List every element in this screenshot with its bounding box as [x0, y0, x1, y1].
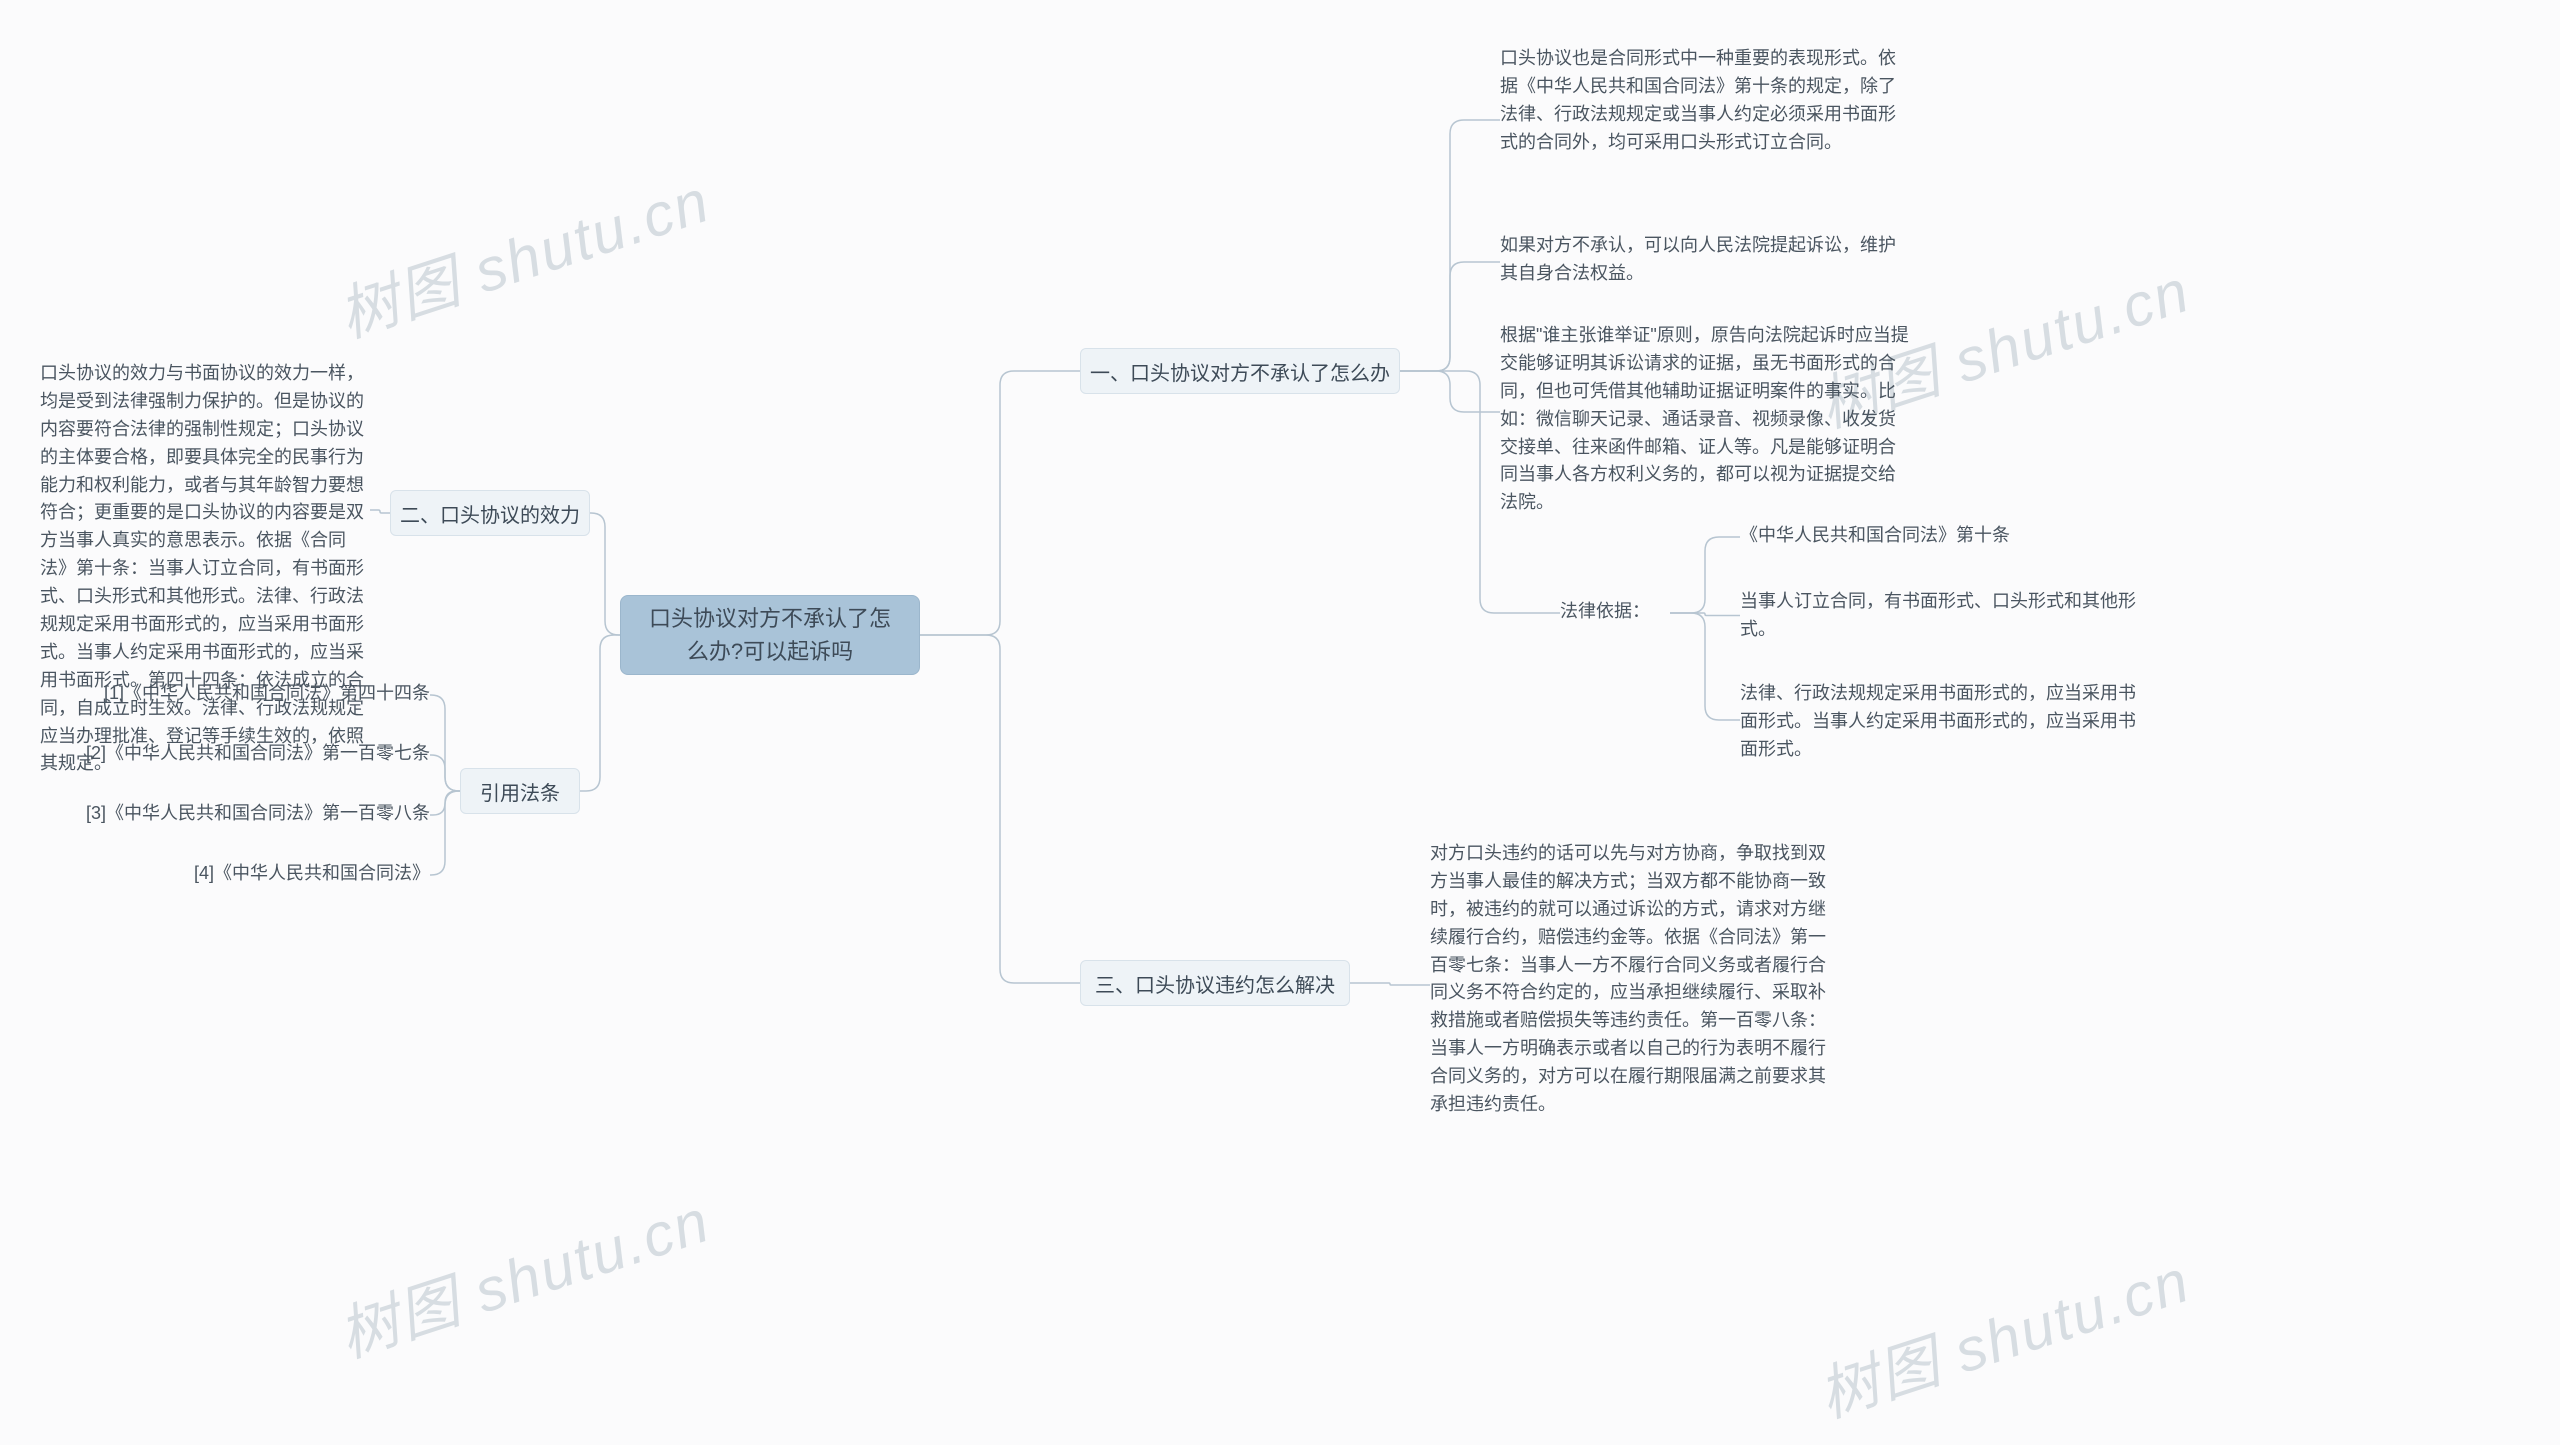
leaf-text: [4]《中华人民共和国合同法》 [194, 860, 430, 888]
branch-label: 二、口头协议的效力 [400, 499, 580, 528]
leaf-text: 法律、行政法规规定采用书面形式的，应当采用书面形式。当事人约定采用书面形式的，应… [1740, 680, 2150, 764]
connector-layer [0, 0, 2560, 1445]
leaf-node[interactable]: 口头协议也是合同形式中一种重要的表现形式。依据《中华人民共和国合同法》第十条的规… [1500, 45, 1910, 195]
branch-1[interactable]: 一、口头协议对方不承认了怎么办 [1080, 348, 1400, 394]
leaf-node[interactable]: [2]《中华人民共和国合同法》第一百零七条 [60, 740, 430, 770]
leaf-node[interactable]: [1]《中华人民共和国合同法》第四十四条 [60, 680, 430, 710]
leaf-node[interactable]: 根据"谁主张谁举证"原则，原告向法院起诉时应当提交能够证明其诉讼请求的证据，虽无… [1500, 322, 1910, 502]
leaf-text: 根据"谁主张谁举证"原则，原告向法院起诉时应当提交能够证明其诉讼请求的证据，虽无… [1500, 322, 1910, 517]
leaf-text: 对方口头违约的话可以先与对方协商，争取找到双方当事人最佳的解决方式；当双方都不能… [1430, 840, 1840, 1119]
leaf-text: 《中华人民共和国合同法》第十条 [1740, 522, 2010, 550]
leaf-text: 如果对方不承认，可以向人民法院提起诉讼，维护其自身合法权益。 [1500, 232, 1910, 288]
leaf-text: 口头协议也是合同形式中一种重要的表现形式。依据《中华人民共和国合同法》第十条的规… [1500, 45, 1910, 157]
root-label: 口头协议对方不承认了怎么办?可以起诉吗 [641, 602, 899, 668]
leaf-node[interactable]: [3]《中华人民共和国合同法》第一百零八条 [60, 800, 430, 830]
watermark: 树图 shutu.cn [326, 1173, 720, 1375]
branch-label: 三、口头协议违约怎么解决 [1095, 969, 1335, 998]
leaf-text: 当事人订立合同，有书面形式、口头形式和其他形式。 [1740, 588, 2150, 644]
branch-2[interactable]: 二、口头协议的效力 [390, 490, 590, 536]
mindmap-canvas: 树图 shutu.cn 树图 shutu.cn 树图 shutu.cn 树图 s… [0, 0, 2560, 1445]
branch-label: 法律依据： [1560, 598, 1650, 626]
watermark: 树图 shutu.cn [1806, 1233, 2200, 1435]
branch-legal-basis[interactable]: 法律依据： [1560, 598, 1670, 628]
leaf-text: [2]《中华人民共和国合同法》第一百零七条 [86, 740, 430, 768]
leaf-node[interactable]: 如果对方不承认，可以向人民法院提起诉讼，维护其自身合法权益。 [1500, 232, 1910, 292]
leaf-node[interactable]: 对方口头违约的话可以先与对方协商，争取找到双方当事人最佳的解决方式；当双方都不能… [1430, 840, 1840, 1130]
root-node[interactable]: 口头协议对方不承认了怎么办?可以起诉吗 [620, 595, 920, 675]
leaf-node[interactable]: 口头协议的效力与书面协议的效力一样，均是受到法律强制力保护的。但是协议的内容要符… [40, 360, 370, 660]
branch-label: 一、口头协议对方不承认了怎么办 [1090, 357, 1390, 386]
branch-label: 引用法条 [480, 777, 560, 806]
leaf-node[interactable]: [4]《中华人民共和国合同法》 [60, 860, 430, 890]
leaf-text: 口头协议的效力与书面协议的效力一样，均是受到法律强制力保护的。但是协议的内容要符… [40, 360, 370, 778]
leaf-node[interactable]: 《中华人民共和国合同法》第十条 [1740, 522, 2070, 552]
watermark: 树图 shutu.cn [326, 153, 720, 355]
leaf-text: [3]《中华人民共和国合同法》第一百零八条 [86, 800, 430, 828]
branch-3[interactable]: 三、口头协议违约怎么解决 [1080, 960, 1350, 1006]
leaf-node[interactable]: 法律、行政法规规定采用书面形式的，应当采用书面形式。当事人约定采用书面形式的，应… [1740, 680, 2150, 760]
leaf-text: [1]《中华人民共和国合同法》第四十四条 [104, 680, 430, 708]
branch-4[interactable]: 引用法条 [460, 768, 580, 814]
leaf-node[interactable]: 当事人订立合同，有书面形式、口头形式和其他形式。 [1740, 588, 2150, 643]
